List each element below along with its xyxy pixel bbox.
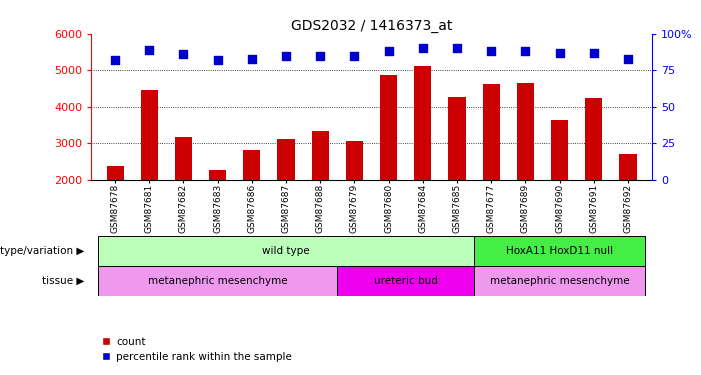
Text: metanephric mesenchyme: metanephric mesenchyme — [490, 276, 629, 286]
Point — [588, 50, 599, 56]
Point — [109, 57, 121, 63]
Bar — [483, 84, 500, 180]
Point — [622, 56, 634, 62]
Point — [212, 57, 223, 63]
Point — [144, 47, 155, 53]
Point — [315, 53, 326, 59]
Bar — [209, 170, 226, 180]
Point — [486, 48, 497, 54]
Bar — [449, 97, 465, 180]
Text: tissue ▶: tissue ▶ — [42, 276, 84, 286]
Bar — [107, 166, 123, 180]
Point — [451, 45, 463, 51]
Text: metanephric mesenchyme: metanephric mesenchyme — [148, 276, 287, 286]
Bar — [175, 137, 192, 180]
Bar — [380, 75, 397, 180]
Point — [417, 45, 428, 51]
Bar — [474, 236, 645, 266]
Bar — [243, 150, 260, 180]
Point — [280, 53, 292, 59]
Bar — [517, 83, 534, 180]
Bar — [337, 266, 474, 296]
Bar — [474, 266, 645, 296]
Bar — [278, 139, 294, 180]
Bar — [414, 66, 431, 180]
Bar — [585, 99, 602, 180]
Text: wild type: wild type — [262, 246, 310, 256]
Point — [349, 53, 360, 59]
Text: HoxA11 HoxD11 null: HoxA11 HoxD11 null — [506, 246, 613, 256]
Bar — [551, 120, 568, 180]
Bar — [346, 141, 363, 180]
Bar — [620, 154, 637, 180]
Bar — [141, 90, 158, 180]
Point — [246, 56, 257, 62]
Point — [520, 48, 531, 54]
Text: ureteric bud: ureteric bud — [374, 276, 437, 286]
Title: GDS2032 / 1416373_at: GDS2032 / 1416373_at — [291, 19, 452, 33]
Legend: count, percentile rank within the sample: count, percentile rank within the sample — [96, 333, 296, 366]
Bar — [98, 266, 337, 296]
Point — [554, 50, 565, 56]
Text: genotype/variation ▶: genotype/variation ▶ — [0, 246, 84, 256]
Bar — [98, 236, 474, 266]
Point — [383, 48, 394, 54]
Bar — [312, 131, 329, 180]
Point — [178, 51, 189, 57]
